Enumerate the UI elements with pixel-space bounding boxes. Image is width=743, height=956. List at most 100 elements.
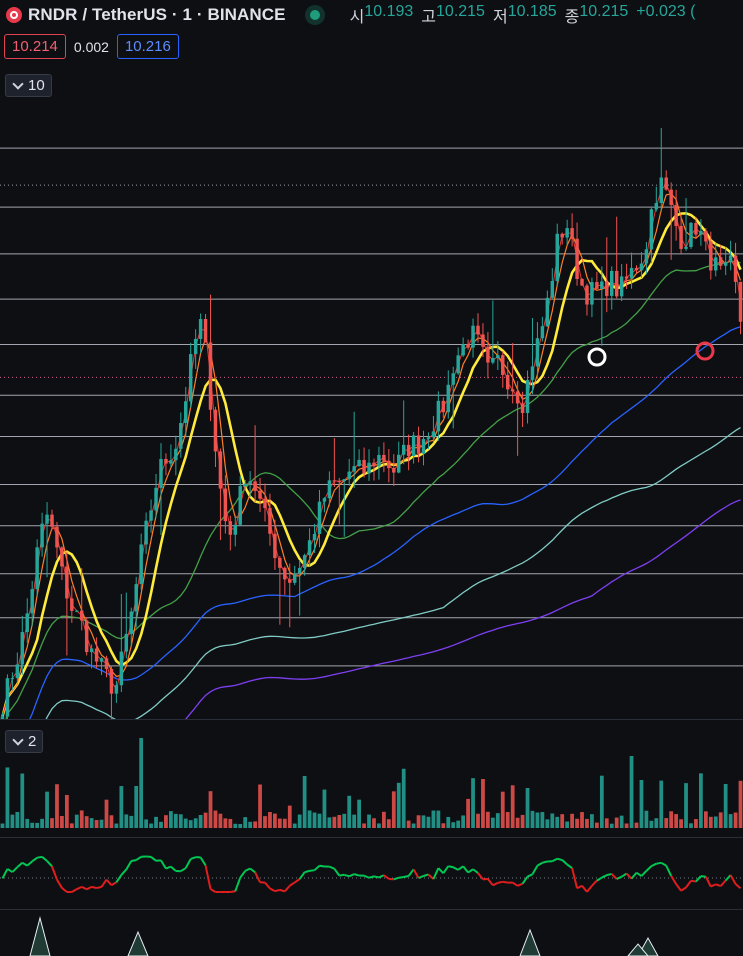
candle-body bbox=[139, 544, 143, 585]
oscillator-segment bbox=[630, 872, 638, 880]
volume-bar bbox=[451, 822, 456, 828]
candle-body bbox=[496, 355, 500, 359]
volume-bar bbox=[540, 812, 545, 828]
volume-bar bbox=[500, 791, 505, 828]
volume-bar bbox=[718, 812, 723, 828]
candle-body bbox=[10, 678, 15, 680]
candle-body bbox=[357, 459, 361, 467]
oscillator-segment bbox=[675, 883, 682, 892]
oscillator-segment bbox=[561, 859, 568, 866]
volume-bar bbox=[322, 789, 327, 828]
volume-bar bbox=[94, 820, 99, 828]
high-value: 10.215 bbox=[436, 3, 485, 20]
buy-button[interactable]: 10.216 bbox=[116, 34, 179, 59]
candle-body bbox=[624, 276, 629, 279]
candle-body bbox=[520, 403, 525, 414]
volume-bar bbox=[436, 810, 441, 828]
oscillator-segment bbox=[339, 873, 345, 877]
oscillator-segment bbox=[601, 874, 608, 879]
oscillator-segment bbox=[492, 881, 499, 887]
candle-body bbox=[530, 366, 535, 380]
oscillator-segment bbox=[611, 873, 618, 880]
oscillator-segment bbox=[656, 861, 662, 865]
oscillator-segment bbox=[517, 882, 523, 887]
volume-bar bbox=[159, 821, 163, 828]
oscillator-segment bbox=[125, 860, 133, 870]
candle-body bbox=[466, 344, 470, 348]
candle-body bbox=[228, 521, 233, 535]
candle-body bbox=[149, 510, 153, 521]
volume-bar bbox=[233, 823, 238, 828]
pane-divider[interactable] bbox=[0, 909, 743, 910]
candle-body bbox=[550, 281, 555, 298]
oscillator-segment bbox=[423, 873, 429, 877]
oscillator-segment bbox=[497, 880, 503, 884]
volume-bar bbox=[332, 816, 337, 828]
volume-bar bbox=[694, 819, 698, 828]
price-chart[interactable] bbox=[0, 100, 743, 720]
volume-bar bbox=[30, 822, 35, 828]
candle-body bbox=[476, 325, 480, 335]
volume-bar bbox=[69, 823, 74, 828]
candle-body bbox=[456, 355, 460, 374]
candle-body bbox=[79, 610, 84, 621]
volume-chart[interactable] bbox=[0, 720, 743, 830]
candle-body bbox=[248, 481, 252, 484]
candle-body bbox=[575, 238, 579, 280]
oscillator-segment bbox=[91, 885, 97, 890]
oscillator-segment bbox=[566, 863, 573, 869]
candle-body bbox=[461, 344, 465, 356]
candle-body bbox=[644, 249, 649, 264]
candle-body bbox=[268, 507, 272, 534]
candle-body bbox=[119, 651, 124, 686]
oscillator-segment bbox=[710, 883, 717, 888]
candle-body bbox=[515, 391, 520, 404]
oscillator-chart[interactable] bbox=[0, 838, 743, 908]
oscillator-segment bbox=[403, 874, 409, 878]
pane-divider[interactable] bbox=[0, 837, 743, 838]
indicators-toggle-button[interactable]: 10 bbox=[5, 74, 52, 97]
oscillator-segment bbox=[26, 860, 33, 867]
oscillator-segment bbox=[210, 888, 216, 893]
pane-divider[interactable] bbox=[0, 719, 743, 720]
volume-bar bbox=[490, 817, 495, 828]
candle-body bbox=[535, 338, 540, 367]
quote-row: 10.214 0.002 10.216 bbox=[4, 34, 179, 59]
volume-bar bbox=[421, 815, 426, 828]
candle-body bbox=[525, 379, 530, 414]
oscillator-segment bbox=[204, 865, 212, 890]
spread-value: 0.002 bbox=[73, 38, 109, 55]
candle-body bbox=[129, 611, 133, 634]
volume-bar bbox=[15, 811, 20, 828]
candle-body bbox=[510, 389, 515, 392]
candle-body bbox=[208, 342, 213, 410]
candle-body bbox=[332, 480, 337, 482]
candle-body bbox=[0, 716, 5, 720]
candle-body bbox=[164, 458, 168, 464]
spike-indicator-chart[interactable] bbox=[0, 910, 743, 956]
oscillator-segment bbox=[457, 865, 464, 871]
high-label: 고 bbox=[421, 9, 437, 26]
symbol-title[interactable]: RNDR / TetherUS · 1 · BINANCE bbox=[28, 5, 286, 24]
sell-button[interactable]: 10.214 bbox=[4, 34, 66, 59]
oscillator-segment bbox=[596, 876, 603, 882]
candle-body bbox=[307, 540, 312, 556]
volume-bar bbox=[619, 815, 624, 828]
oscillator-segment bbox=[76, 885, 83, 891]
volume-bar bbox=[55, 784, 59, 828]
candle-body bbox=[30, 589, 34, 614]
volume-indicators-toggle-button[interactable]: 2 bbox=[5, 730, 44, 753]
oscillator-segment bbox=[695, 875, 702, 883]
candle-body bbox=[193, 338, 198, 355]
oscillator-segment bbox=[734, 883, 742, 889]
volume-bar bbox=[550, 813, 555, 828]
candle-body bbox=[634, 267, 639, 271]
volume-bar bbox=[461, 815, 466, 828]
oscillator-segment bbox=[719, 879, 727, 887]
volume-bar bbox=[45, 791, 49, 828]
volume-bar bbox=[0, 823, 5, 828]
oscillator-segment bbox=[41, 856, 48, 862]
candle-body bbox=[45, 514, 49, 524]
oscillator-segment bbox=[606, 872, 612, 877]
